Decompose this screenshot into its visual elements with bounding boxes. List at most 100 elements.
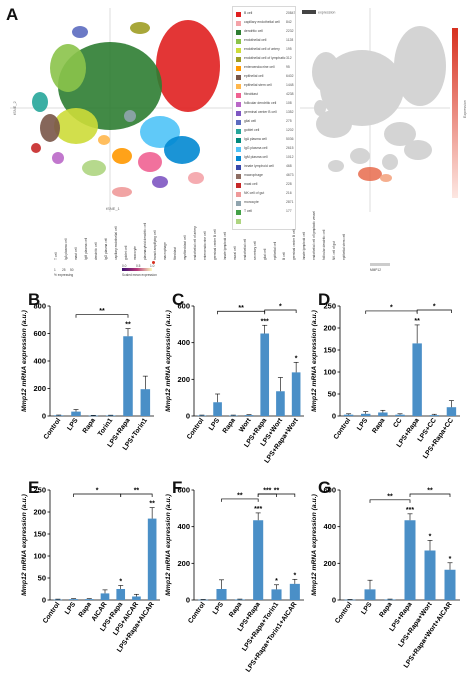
panel-letter-d: D	[318, 290, 331, 309]
legend-label: dendritic cell	[244, 29, 263, 33]
chart-f: 0 200 400 600 Mmp12 mRNA expression (a.u.) Co…	[165, 486, 304, 674]
y-axis-label: Mmp12 mRNA expression (a.u.)	[21, 493, 28, 595]
legend-label: epithelial stem cell	[244, 83, 272, 87]
tsne-cluster	[31, 143, 41, 153]
legend-swatch	[236, 146, 241, 152]
expression-hotspot	[380, 174, 392, 182]
y-axis-label: Mmp12 mRNA expression (a.u.)	[165, 309, 172, 411]
legend-swatch	[236, 209, 241, 215]
bar	[197, 415, 207, 417]
legend-label: T cell	[244, 209, 253, 213]
legend-swatch	[236, 128, 241, 134]
y-tick-label: 0	[42, 596, 46, 605]
bar	[213, 402, 222, 416]
tsne-cluster	[130, 22, 150, 34]
bar	[123, 336, 133, 416]
legend-swatch	[236, 137, 241, 143]
y-tick-label: 400	[323, 522, 336, 531]
bar	[244, 415, 254, 416]
category-label: LPS	[64, 601, 78, 616]
category-label: Torin1	[97, 417, 114, 438]
dotplot-mean-tick: 1.0	[150, 264, 155, 268]
y-tick-label: 250	[323, 302, 336, 311]
significance-label: **	[149, 501, 155, 508]
tsne-clusters	[31, 20, 220, 197]
expression-cluster	[350, 148, 370, 164]
dotplot-gene-label: MMP12	[370, 268, 381, 272]
bar	[343, 414, 354, 416]
significance-bracket	[257, 493, 296, 497]
legend-swatch	[236, 191, 241, 197]
legend-count: 2615	[286, 146, 294, 150]
expression-cluster	[320, 50, 404, 126]
category-label: Control	[333, 417, 353, 441]
expression-cluster	[384, 122, 416, 146]
y-tick-label: 50	[328, 390, 336, 399]
dotplot-cell-label: IgA plasma cell	[63, 238, 68, 260]
significance-label: *	[449, 556, 452, 563]
legend-count: 1202	[286, 128, 294, 132]
tsne-cluster	[124, 110, 136, 122]
legend-label: IgA plasma cell	[244, 137, 267, 141]
bar	[84, 599, 94, 600]
category-label: Control	[187, 601, 207, 625]
legend-label: goblet cell	[244, 128, 260, 132]
dotplot-pct-tick: 25	[62, 268, 66, 272]
legend-label: epithelial cell	[244, 74, 264, 78]
legend-label: IgG plasma cell	[244, 146, 268, 150]
expression-header-badge	[302, 10, 316, 14]
dotplot-cell-label: myofibroblast cell	[183, 235, 188, 260]
y-tick-label: 200	[323, 559, 336, 568]
legend-label: mast cell	[244, 182, 258, 186]
legend-label: enteroendocrine cell	[244, 65, 275, 69]
legend-count: 1352	[286, 110, 294, 114]
expression-cluster	[314, 100, 326, 116]
expression-cluster	[312, 52, 340, 92]
bracket-label: **	[238, 305, 244, 312]
bracket-label: *	[279, 304, 282, 311]
legend-label: macrophage	[244, 173, 263, 177]
panel-letter-a: A	[6, 5, 19, 24]
expression-header: expression	[318, 11, 335, 15]
tsne-cluster	[156, 20, 220, 112]
significance-label: **	[125, 322, 131, 329]
significance-label: ***	[254, 506, 262, 513]
category-label: Control	[186, 417, 206, 441]
dotplot-mean-label: Scaled mean expression	[122, 273, 157, 277]
legend-swatch	[236, 218, 241, 224]
bracket-label: **	[237, 492, 243, 499]
bar	[384, 599, 396, 601]
bracket-label: **	[99, 308, 105, 315]
legend-swatch	[236, 38, 241, 44]
dotplot-cell-label: NK cell of gut	[332, 241, 337, 260]
y-tick-label: 800	[33, 302, 46, 311]
category-label: LPS	[212, 601, 226, 616]
tsne-cluster	[112, 148, 132, 164]
dotplot-cell-label: endothelial cell of artery	[193, 226, 198, 260]
significance-bracket	[75, 314, 129, 318]
dotplot-cell-label: germinal center B cell	[212, 229, 217, 260]
expression-clusters	[312, 26, 446, 182]
dotplot: T cell IgA plasma cell mast cell IgM plasma…	[30, 211, 470, 280]
legend-count: 1128	[286, 38, 294, 42]
dotplot-cell-label: IgG plasma cell	[103, 238, 108, 260]
bracket-label: *	[390, 304, 393, 311]
tsne-cluster	[164, 136, 200, 164]
dotplot-cell-label: transit amplifying cell	[153, 230, 158, 260]
significance-label: ***	[261, 318, 269, 325]
expression-cluster	[328, 160, 344, 172]
tsne-cluster	[188, 172, 204, 184]
bar	[100, 593, 110, 600]
dotplot-mean-colorbar	[122, 268, 152, 271]
expression-cluster	[382, 154, 398, 170]
y-tick-label: 100	[33, 552, 46, 561]
significance-bracket	[409, 493, 451, 497]
y-tick-label: 200	[33, 508, 46, 517]
y-tick-label: 600	[177, 486, 190, 495]
tsne-cluster	[72, 26, 88, 38]
category-label: Rapa	[371, 417, 386, 435]
legend-swatch	[236, 29, 241, 35]
dotplot-cell-label: glial cell	[262, 248, 267, 260]
legend-swatch	[236, 92, 241, 98]
dotplot-cell-label: macrophage	[163, 242, 168, 260]
